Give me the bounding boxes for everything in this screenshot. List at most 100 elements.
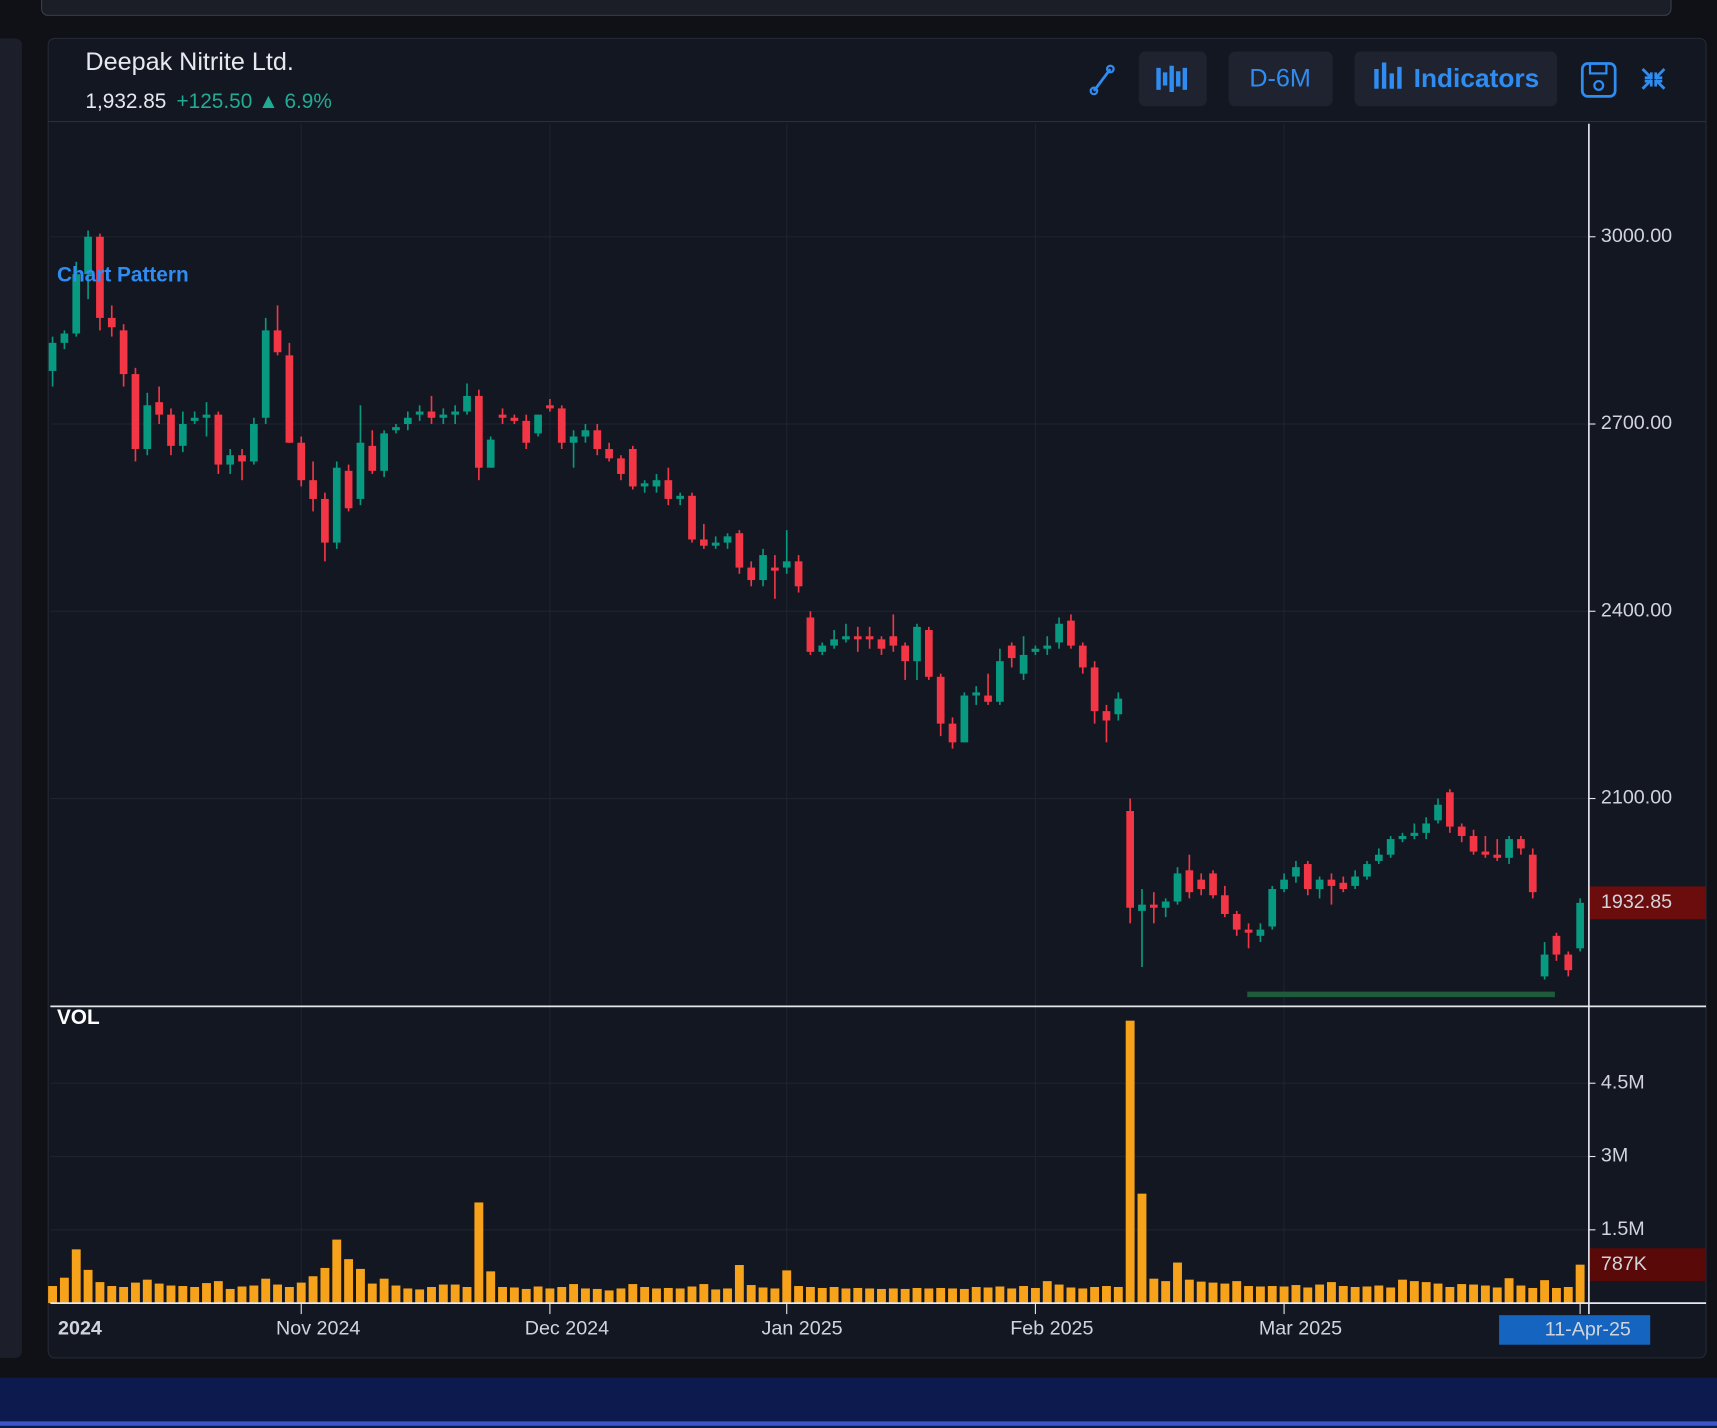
last-price-label: 1932.85 xyxy=(1601,891,1672,913)
volume-bar xyxy=(509,1287,519,1304)
last-volume-box xyxy=(1589,1248,1707,1282)
volume-bar xyxy=(1350,1286,1360,1304)
candle-body xyxy=(676,495,685,499)
volume-bar xyxy=(1575,1264,1585,1304)
candle-body xyxy=(297,442,306,481)
volume-bar xyxy=(320,1267,330,1304)
candle-body xyxy=(392,427,400,431)
volume-bar xyxy=(154,1283,164,1304)
last-price-box xyxy=(1589,886,1707,920)
volume-bar xyxy=(545,1288,555,1304)
candle-body xyxy=(1505,839,1513,858)
candle-body xyxy=(996,661,1004,702)
candle-body xyxy=(936,676,945,724)
candle-body xyxy=(368,445,377,471)
price-line: 1,932.85 +125.50 ▲ 6.9% xyxy=(85,89,331,112)
volume-bar xyxy=(1504,1278,1514,1304)
candle-body xyxy=(226,455,235,465)
volume-bar xyxy=(1386,1287,1396,1304)
volume-bar xyxy=(829,1286,839,1304)
volume-bar xyxy=(403,1288,413,1304)
candle-body xyxy=(131,374,140,449)
volume-bar xyxy=(83,1269,93,1304)
volume-bar xyxy=(486,1271,496,1304)
volume-bar xyxy=(1137,1193,1147,1304)
volume-bar xyxy=(415,1289,425,1304)
volume-bar xyxy=(249,1285,259,1304)
candle-body xyxy=(771,567,779,571)
candle-body xyxy=(711,542,720,546)
collapse-button[interactable] xyxy=(1641,68,1666,90)
x-tick-label: Jan 2025 xyxy=(762,1318,843,1340)
volume-bar xyxy=(1173,1262,1182,1304)
candle-body xyxy=(818,645,827,652)
draw-icon-dot xyxy=(1089,86,1099,96)
volume-bar xyxy=(225,1288,235,1304)
volume-bar xyxy=(1303,1287,1313,1304)
volume-bar xyxy=(1279,1286,1289,1304)
volume-bar xyxy=(450,1284,460,1304)
change-percent: 6.9% xyxy=(284,89,331,112)
candle-body xyxy=(155,402,163,415)
volume-bar xyxy=(107,1286,117,1304)
volume-bar xyxy=(367,1283,377,1304)
volume-bar xyxy=(498,1286,507,1304)
volume-bar xyxy=(817,1287,827,1304)
save-icon-dot xyxy=(1593,79,1605,91)
candle-body xyxy=(72,274,81,334)
draw-tool[interactable] xyxy=(1089,64,1115,96)
x-tick-label: Mar 2025 xyxy=(1259,1318,1342,1340)
chart-type-button[interactable] xyxy=(1138,51,1207,107)
volume-bar xyxy=(308,1276,318,1304)
candle-body xyxy=(1043,645,1052,649)
chart-pattern-label: Chart Pattern xyxy=(57,263,189,286)
volume-bar xyxy=(865,1288,875,1304)
volume-bar xyxy=(746,1285,756,1304)
volume-bar xyxy=(723,1288,732,1304)
volume-bar xyxy=(1563,1286,1573,1304)
volume-bar xyxy=(190,1286,200,1304)
volume-bar xyxy=(1184,1279,1194,1304)
candle-body xyxy=(1457,826,1466,836)
candle-body xyxy=(688,495,696,540)
candle-body xyxy=(782,561,791,568)
volume-bar xyxy=(48,1286,58,1304)
candle-body xyxy=(1031,648,1040,652)
save-button[interactable] xyxy=(1580,62,1617,98)
volume-bar xyxy=(1433,1283,1443,1304)
candle-body xyxy=(1268,889,1277,927)
period-button[interactable]: D-6M xyxy=(1228,51,1333,107)
volume-bar xyxy=(427,1286,436,1304)
volume-bar xyxy=(1540,1280,1550,1304)
button-bg xyxy=(1228,51,1333,107)
volume-bar xyxy=(1042,1281,1052,1304)
candle-body xyxy=(356,442,365,499)
volume-bar xyxy=(557,1286,567,1304)
volume-bar xyxy=(1196,1281,1206,1304)
candle-body xyxy=(498,414,507,418)
volume-bar xyxy=(131,1282,140,1304)
candle-body xyxy=(1161,901,1170,908)
y-tick-label: 3M xyxy=(1601,1145,1628,1167)
candle-body xyxy=(1007,645,1016,659)
candle-body xyxy=(1351,876,1359,886)
candle-body xyxy=(1221,895,1229,914)
candle-body xyxy=(617,458,625,474)
volume-bar xyxy=(356,1268,365,1304)
volume-bar xyxy=(924,1288,934,1304)
indicators-button[interactable]: Indicators xyxy=(1354,51,1558,107)
candle-body xyxy=(475,395,483,468)
volume-bar xyxy=(1161,1281,1171,1304)
volume-bar xyxy=(699,1284,709,1304)
candle-body xyxy=(628,448,637,487)
candle-body xyxy=(1019,654,1028,674)
x-tick-label: Feb 2025 xyxy=(1010,1318,1093,1340)
volume-bar xyxy=(1492,1287,1502,1304)
change: +125.50 xyxy=(177,89,253,112)
volume-bar xyxy=(1113,1286,1123,1304)
volume-bar xyxy=(1232,1281,1242,1304)
volume-bar xyxy=(71,1249,81,1304)
candle-body xyxy=(1185,870,1194,893)
volume-bar xyxy=(261,1278,271,1304)
volume-bar xyxy=(1149,1278,1159,1304)
